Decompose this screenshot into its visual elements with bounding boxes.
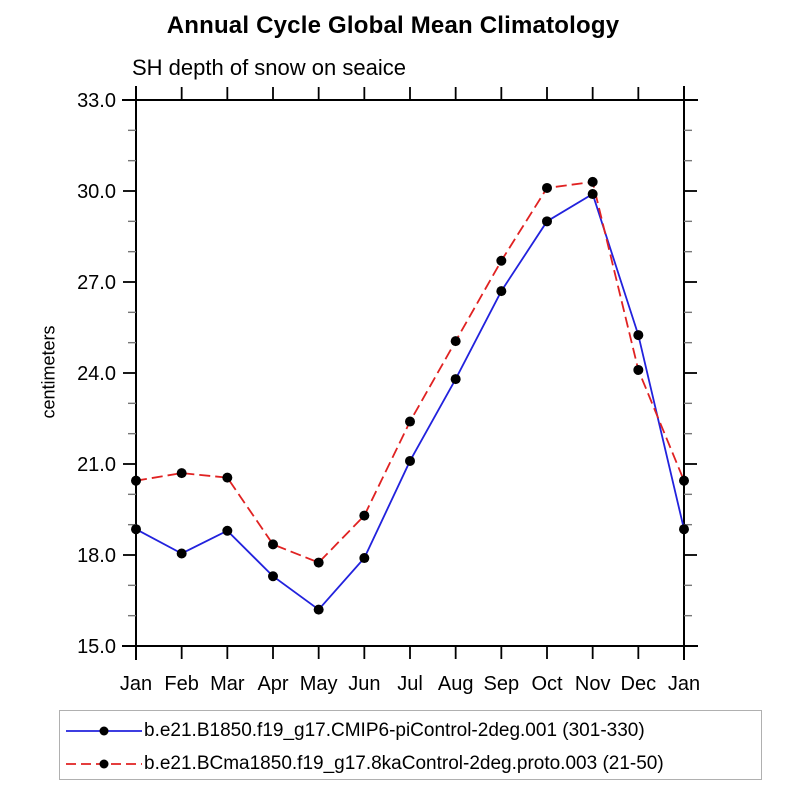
chart-title: Annual Cycle Global Mean Climatology [166,12,620,39]
legend-label: b.e21.B1850.f19_g17.CMIP6-piControl-2deg… [144,720,645,741]
legend-line-sample-dashed-red [66,759,142,769]
svg-text:Apr: Apr [257,673,288,695]
legend: b.e21.B1850.f19_g17.CMIP6-piControl-2deg… [59,710,762,780]
svg-text:Feb: Feb [164,673,198,695]
svg-text:May: May [300,673,338,695]
legend-label: b.e21.BCma1850.f19_g17.8kaControl-2deg.p… [144,753,664,774]
svg-text:Nov: Nov [575,673,611,695]
svg-text:15.0: 15.0 [77,636,116,658]
svg-text:Sep: Sep [484,673,520,695]
svg-text:33.0: 33.0 [77,90,116,112]
svg-text:Jun: Jun [348,673,380,695]
svg-text:24.0: 24.0 [77,363,116,385]
svg-text:Jan: Jan [668,673,700,695]
chart-subtitle: SH depth of snow on seaice [132,55,406,80]
svg-text:Dec: Dec [621,673,657,695]
legend-item-picontrol: b.e21.B1850.f19_g17.CMIP6-piControl-2deg… [60,716,761,746]
svg-text:Aug: Aug [438,673,474,695]
svg-text:Jan: Jan [120,673,152,695]
svg-text:Jul: Jul [397,673,423,695]
plot-area: 15.0 18.0 21.0 24.0 27.0 30.0 33.0 Jan Feb Mar Apr… [77,86,700,695]
legend-item-8kacontrol: b.e21.BCma1850.f19_g17.8kaControl-2deg.p… [60,749,761,779]
svg-text:Oct: Oct [531,673,563,695]
svg-text:30.0: 30.0 [77,181,116,203]
svg-text:27.0: 27.0 [77,272,116,294]
legend-line-sample-solid-blue [66,726,142,736]
svg-text:21.0: 21.0 [77,454,116,476]
svg-text:18.0: 18.0 [77,545,116,567]
svg-text:Mar: Mar [210,673,245,695]
